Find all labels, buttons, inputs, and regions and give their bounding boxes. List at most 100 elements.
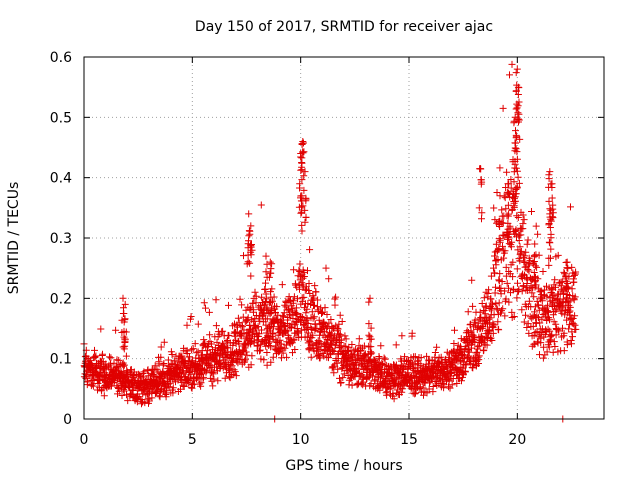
data-point: [139, 370, 147, 377]
data-point: [531, 329, 539, 336]
data-point: [549, 209, 557, 217]
data-point: [121, 300, 129, 308]
data-point: [431, 349, 439, 356]
data-point: [298, 159, 306, 167]
data-point: [547, 245, 555, 253]
data-point: [189, 345, 197, 353]
data-point: [297, 166, 305, 174]
data-point: [365, 298, 373, 306]
data-point: [476, 308, 484, 316]
data-point: [562, 275, 570, 283]
data-point: [239, 313, 247, 321]
data-point: [361, 351, 369, 359]
data-point: [150, 366, 158, 374]
data-point: [113, 356, 121, 364]
data-point: [512, 227, 520, 235]
data-point: [330, 369, 338, 377]
data-point: [219, 327, 227, 335]
data-point: [530, 293, 538, 301]
data-point: [331, 301, 339, 309]
data-point: [492, 283, 499, 291]
data-point: [124, 397, 132, 405]
data-point: [313, 325, 321, 332]
data-point: [237, 322, 245, 329]
data-point: [530, 251, 538, 259]
data-point: [231, 332, 239, 340]
data-point: [179, 381, 187, 389]
data-point: [551, 276, 559, 284]
data-point: [571, 321, 579, 329]
data-point: [518, 306, 526, 314]
data-point: [365, 320, 373, 328]
data-point: [377, 342, 385, 350]
data-point: [505, 180, 513, 188]
data-point: [263, 306, 271, 314]
data-point: [266, 258, 274, 266]
data-point: [526, 285, 534, 293]
data-point: [277, 340, 285, 348]
data-point: [468, 344, 475, 352]
data-point: [458, 377, 465, 385]
data-point: [300, 172, 308, 180]
data-point: [265, 338, 273, 346]
data-point: [140, 368, 148, 376]
data-point: [490, 321, 498, 329]
data-point: [512, 131, 520, 139]
data-point: [187, 370, 195, 378]
data-point: [339, 374, 347, 382]
data-point: [509, 194, 516, 201]
data-point: [499, 104, 507, 112]
data-point: [155, 381, 163, 389]
data-point: [537, 334, 545, 342]
data-point: [533, 338, 541, 346]
data-point: [544, 325, 552, 333]
data-point: [513, 155, 521, 163]
data-point: [486, 314, 494, 322]
data-point: [313, 347, 321, 355]
data-point: [533, 263, 541, 271]
data-point: [301, 218, 309, 226]
data-point: [564, 264, 572, 272]
data-point: [367, 324, 375, 332]
data-point: [523, 324, 531, 331]
data-point: [183, 347, 191, 355]
data-point: [238, 301, 246, 309]
data-point: [355, 365, 363, 373]
data-point: [279, 312, 287, 320]
data-point: [475, 352, 483, 360]
data-point: [278, 281, 286, 289]
data-point: [316, 354, 324, 362]
data-point: [514, 214, 522, 221]
data-point: [469, 302, 477, 310]
x-tick-label: 5: [188, 432, 197, 448]
data-point: [300, 273, 308, 280]
data-point: [101, 364, 109, 372]
data-point: [531, 240, 539, 248]
data-point: [299, 202, 307, 210]
data-point: [292, 311, 300, 319]
data-point: [312, 288, 320, 296]
data-point: [481, 310, 489, 318]
data-point: [525, 261, 533, 269]
data-point: [495, 217, 503, 225]
data-point: [338, 365, 346, 373]
data-point: [522, 248, 530, 256]
data-point: [98, 387, 106, 395]
data-point: [502, 295, 510, 303]
data-point: [187, 313, 195, 320]
data-point: [234, 314, 242, 322]
data-point: [571, 293, 579, 301]
data-point: [504, 234, 512, 242]
data-point: [498, 278, 506, 285]
data-point: [168, 351, 176, 358]
data-point: [380, 354, 388, 362]
data-point: [252, 292, 260, 300]
data-point: [465, 352, 473, 360]
data-point: [496, 270, 504, 278]
data-point: [258, 293, 266, 301]
data-point: [465, 348, 473, 356]
data-point: [306, 246, 314, 254]
data-point: [91, 354, 99, 362]
data-point: [247, 222, 255, 230]
data-point: [499, 242, 506, 250]
